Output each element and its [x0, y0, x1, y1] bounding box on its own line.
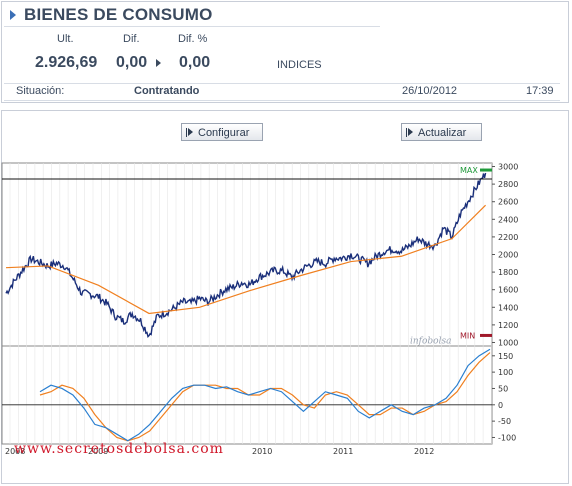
y-tick-label: 1200 [498, 321, 518, 330]
value-dif: 0,00 [116, 54, 148, 71]
y-tick-label: 3000 [498, 163, 518, 172]
x-tick-label: 2012 [414, 447, 434, 456]
status-label: Situación: [16, 85, 65, 97]
max-label: MAX [460, 166, 478, 175]
y-tick-label: 2000 [498, 251, 518, 260]
y-tick-label: 50 [498, 384, 508, 393]
configure-button[interactable]: Configurar [181, 123, 263, 141]
y-tick-label: -100 [498, 433, 516, 442]
update-button[interactable]: Actualizar [401, 123, 482, 141]
value-difpct: 0,00 [179, 54, 211, 71]
y-tick-label: 100 [498, 368, 513, 377]
x-tick-label: 2008 [5, 447, 25, 456]
x-tick-label: 2009 [88, 447, 108, 456]
watermark-text: www.secretosdebolsa.com [14, 441, 224, 457]
y-tick-label: 2400 [498, 215, 518, 224]
title-arrow-icon [10, 10, 16, 20]
configure-button-label: Configurar [198, 127, 250, 139]
y-tick-label: 150 [498, 352, 513, 361]
x-tick-label: 2011 [333, 447, 353, 456]
status-date: 26/10/2012 [402, 85, 458, 97]
status-row: Situación: Contratando 26/10/2012 17:39 [4, 83, 560, 101]
label-difpct: Dif. % [178, 33, 208, 45]
y-tick-label: -50 [498, 417, 511, 426]
change-arrow-icon [156, 59, 161, 67]
title-row: BIENES DE CONSUMO [4, 4, 380, 27]
y-tick-label: 0 [498, 401, 503, 410]
page-title: BIENES DE CONSUMO [24, 5, 213, 24]
y-tick-label: 2800 [498, 180, 518, 189]
value-ult: 2.926,69 [35, 54, 98, 71]
status-value: Contratando [134, 85, 200, 97]
status-time: 17:39 [526, 85, 554, 97]
source-label: infobolsa [410, 336, 451, 346]
quote-panel: BIENES DE CONSUMO Ult. Dif. Dif. % 2.926… [1, 1, 569, 103]
y-tick-label: 1800 [498, 268, 518, 277]
play-icon [186, 128, 193, 137]
label-dif: Dif. [123, 33, 140, 45]
y-tick-label: 2600 [498, 198, 518, 207]
oscillator-blue-line [39, 348, 491, 442]
min-label: MIN [460, 331, 475, 340]
oscillator-orange-line [39, 352, 491, 442]
update-button-label: Actualizar [418, 127, 467, 139]
y-tick-label: 2200 [498, 233, 518, 242]
price-line [5, 172, 487, 339]
market-label: INDICES [277, 59, 322, 71]
y-tick-label: 1400 [498, 303, 518, 312]
y-tick-label: 1600 [498, 286, 518, 295]
play-icon [406, 128, 413, 137]
plot-frame [1, 162, 493, 445]
label-ult: Ult. [57, 33, 74, 45]
moving-average-line [5, 204, 487, 315]
y-tick-label: 1000 [498, 338, 518, 347]
x-tick-label: 2010 [252, 447, 272, 456]
